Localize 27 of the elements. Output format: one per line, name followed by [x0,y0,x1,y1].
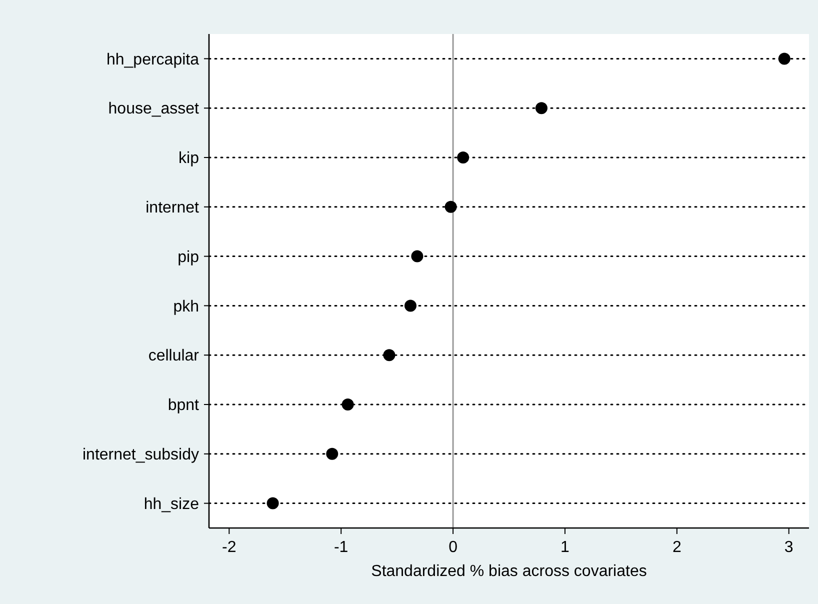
point [404,300,416,312]
point [778,52,790,65]
point [342,398,354,410]
point [383,349,396,362]
x-tick-label: -1 [334,539,348,556]
y-tick-label: internet_subsidy [82,446,199,464]
point [326,448,338,460]
y-tick-label: hh_size [144,496,200,513]
y-tick-label: bpnt [168,397,200,414]
y-tick-label: house_asset [108,100,200,118]
point [266,497,279,510]
x-tick-label: -2 [222,539,236,556]
y-tick-label: cellular [148,348,200,365]
x-tick-label: 0 [448,539,458,556]
x-tick-label: 1 [560,539,570,556]
y-tick-label: hh_percapita [106,51,200,68]
point [411,250,424,262]
y-tick-label: internet [146,200,200,216]
x-axis-title: Standardized % bias across covariates [371,563,647,580]
point [457,152,470,164]
x-tick-label: 2 [672,539,682,556]
point [535,102,548,114]
y-tick-label: pkh [173,298,199,316]
x-tick-label: 3 [784,539,794,556]
y-tick-label: pip [178,248,200,266]
y-tick-label: kip [178,150,200,168]
point [444,200,457,213]
